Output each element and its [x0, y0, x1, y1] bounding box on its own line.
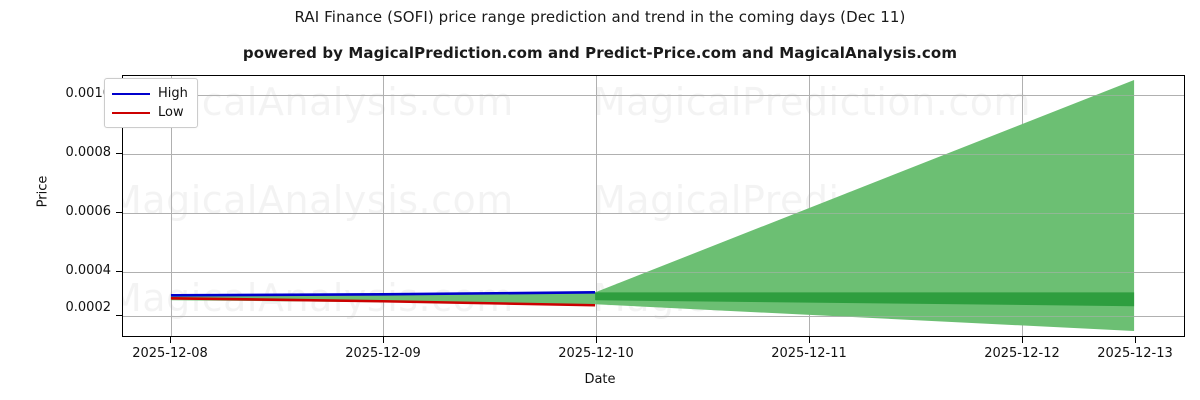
xtick-mark-2025-12-11	[809, 337, 810, 343]
prediction-range-inner-band	[595, 292, 1135, 307]
xtick-mark-2025-12-08	[170, 337, 171, 343]
gridline-overlay-0.0010	[123, 95, 1184, 96]
prediction-range-outer-band	[595, 79, 1135, 332]
legend-line-icon-high	[112, 92, 150, 95]
x-axis-label: Date	[584, 372, 616, 387]
ytick-label-0.0010: 0.0010	[65, 86, 112, 101]
xtick-mark-2025-12-12	[1022, 337, 1023, 343]
legend-label-low: Low	[158, 105, 184, 120]
xtick-mark-2025-12-13	[1135, 337, 1136, 343]
ytick-mark-0.0006	[116, 212, 122, 213]
chart-title: RAI Finance (SOFI) price range predictio…	[294, 8, 906, 26]
low-line	[170, 297, 596, 307]
gridline-x-2025-12-11	[809, 76, 810, 336]
ytick-label-0.0008: 0.0008	[65, 145, 112, 160]
gridline-overlay-0.0008	[123, 154, 1184, 155]
xtick-mark-2025-12-10	[596, 337, 597, 343]
plot-clip: MagicalAnalysis.com MagicalPrediction.co…	[123, 76, 1184, 336]
xtick-label-2025-12-09: 2025-12-09	[345, 346, 421, 361]
gridline-x-2025-12-10	[596, 76, 597, 336]
xtick-label-2025-12-13: 2025-12-13	[1097, 346, 1173, 361]
legend-label-high: High	[158, 86, 188, 101]
high-line	[170, 291, 596, 297]
xtick-label-2025-12-08: 2025-12-08	[132, 346, 208, 361]
xtick-mark-2025-12-09	[383, 337, 384, 343]
ytick-label-0.0006: 0.0006	[65, 204, 112, 219]
legend-item-high: High	[112, 84, 188, 103]
ytick-mark-0.0008	[116, 153, 122, 154]
xtick-label-2025-12-11: 2025-12-11	[771, 346, 847, 361]
gridline-overlay-0.0006	[123, 213, 1184, 214]
ytick-mark-0.0004	[116, 271, 122, 272]
gridline-overlay-0.0004	[123, 272, 1184, 273]
chart-subtitle: powered by MagicalPrediction.com and Pre…	[242, 44, 958, 62]
gridline-x-2025-12-08	[171, 76, 172, 336]
xtick-label-2025-12-10: 2025-12-10	[558, 346, 634, 361]
legend-item-low: Low	[112, 103, 188, 122]
y-axis-label: Price	[35, 175, 51, 208]
gridline-x-2025-12-09	[383, 76, 384, 336]
plot-area: MagicalAnalysis.com MagicalPrediction.co…	[122, 75, 1185, 337]
legend-line-icon-low	[112, 111, 150, 114]
ytick-label-0.0004: 0.0004	[65, 263, 112, 278]
gridline-overlay-0.0000	[123, 316, 1184, 317]
data-layer	[170, 79, 1135, 332]
ytick-label-0.0002: 0.0002	[65, 300, 112, 315]
chart-legend: High Low	[104, 78, 198, 128]
xtick-label-2025-12-12: 2025-12-12	[984, 346, 1060, 361]
ytick-mark-0.0000	[116, 315, 122, 316]
